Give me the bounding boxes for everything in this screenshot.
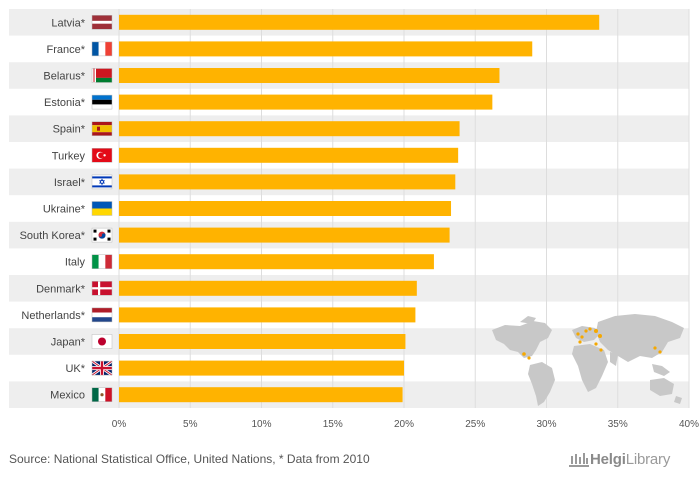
belarus-flag-icon — [91, 68, 113, 83]
bar — [119, 334, 406, 349]
bar — [119, 41, 533, 57]
france-flag-icon — [91, 41, 113, 57]
x-tick-label: 15% — [323, 419, 343, 430]
category-label: Turkey — [52, 150, 86, 162]
estonia-flag-icon — [91, 94, 113, 110]
bars — [119, 14, 600, 403]
flag-icons — [91, 15, 113, 402]
japan-flag-icon — [91, 334, 113, 349]
netherlands-flag-icon — [91, 307, 113, 323]
latvia-flag-icon — [91, 15, 113, 30]
denmark-flag-icon — [91, 281, 113, 296]
category-label: Netherlands* — [21, 310, 85, 322]
category-label: South Korea* — [20, 230, 86, 242]
category-label: Italy — [65, 257, 86, 269]
bar — [119, 201, 452, 216]
bar — [119, 280, 417, 296]
bar — [119, 147, 459, 163]
logo-text: HelgiLibrary — [590, 450, 671, 468]
category-labels: Latvia* France* Belarus* Estonia* Spain* Turk… — [20, 17, 86, 401]
x-tick-label: 10% — [251, 419, 271, 430]
x-tick-label: 25% — [465, 419, 485, 430]
x-tick-label: 30% — [536, 419, 556, 430]
bar — [119, 68, 500, 83]
category-label: Mexico — [50, 390, 85, 402]
bar — [119, 227, 450, 243]
x-tick-label: 40% — [679, 419, 699, 430]
bar — [119, 94, 493, 110]
bar — [119, 121, 460, 137]
bar — [119, 14, 600, 30]
bar — [119, 254, 434, 270]
bar-chart: Latvia* France* Belarus* Estonia* Spain* Turk… — [9, 9, 699, 430]
x-tick-label: 0% — [112, 419, 127, 430]
mexico-flag-icon — [91, 387, 113, 402]
category-label: Spain* — [53, 124, 86, 136]
category-label: Denmark* — [36, 283, 86, 295]
x-axis-ticks: 0% 5% 10% 15% 20% 25% 30% 35% 40% — [112, 419, 699, 430]
turkey-flag-icon — [91, 148, 113, 163]
israel-flag-icon — [91, 174, 113, 190]
ukraine-flag-icon — [91, 201, 113, 216]
bar — [119, 360, 404, 376]
south-korea-flag-icon — [91, 227, 113, 243]
world-map-icon — [492, 314, 684, 406]
category-label: Estonia* — [44, 97, 86, 109]
category-label: Israel* — [54, 177, 86, 189]
category-label: UK* — [65, 363, 85, 375]
x-tick-label: 20% — [394, 419, 414, 430]
source-note: Source: National Statistical Office, Uni… — [9, 452, 370, 466]
category-label: Belarus* — [43, 71, 85, 83]
bar — [119, 174, 456, 190]
spain-flag-icon — [91, 121, 113, 136]
bar — [119, 307, 416, 323]
x-tick-label: 35% — [608, 419, 628, 430]
x-tick-label: 5% — [183, 419, 198, 430]
category-label: Latvia* — [51, 17, 85, 29]
helgilibrary-logo: HelgiLibrary — [568, 449, 692, 469]
category-label: Japan* — [51, 337, 86, 349]
italy-flag-icon — [91, 254, 113, 269]
library-building-icon — [569, 453, 589, 467]
bar — [119, 387, 403, 403]
uk-flag-icon — [91, 359, 113, 377]
category-label: Ukraine* — [43, 204, 86, 216]
category-label: France* — [46, 44, 85, 56]
